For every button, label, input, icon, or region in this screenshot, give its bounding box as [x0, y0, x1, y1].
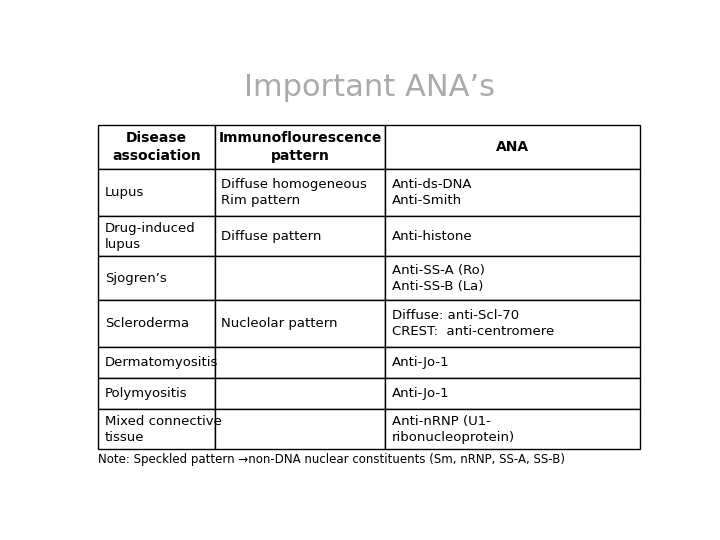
- Text: Diffuse homogeneous
Rim pattern: Diffuse homogeneous Rim pattern: [222, 178, 367, 207]
- Bar: [385, 216, 639, 256]
- Text: Important ANA’s: Important ANA’s: [243, 73, 495, 102]
- Bar: [385, 169, 639, 216]
- Bar: [99, 169, 215, 216]
- Text: Diffuse: anti-Scl-70
CREST:  anti-centromere: Diffuse: anti-Scl-70 CREST: anti-centrom…: [392, 309, 554, 338]
- Text: ANA: ANA: [496, 140, 529, 154]
- Bar: [99, 378, 215, 409]
- Text: Anti-nRNP (U1-
ribonucleoprotein): Anti-nRNP (U1- ribonucleoprotein): [392, 415, 515, 444]
- Text: Lupus: Lupus: [105, 186, 145, 199]
- Bar: [385, 125, 639, 169]
- Text: Note: Speckled pattern →non-DNA nuclear constituents (Sm, nRNP, SS-A, SS-B): Note: Speckled pattern →non-DNA nuclear …: [99, 453, 565, 465]
- Bar: [385, 409, 639, 449]
- Bar: [215, 169, 385, 216]
- Bar: [215, 216, 385, 256]
- Text: Anti-histone: Anti-histone: [392, 230, 472, 242]
- Text: Anti-SS-A (Ro)
Anti-SS-B (La): Anti-SS-A (Ro) Anti-SS-B (La): [392, 264, 485, 293]
- Text: Scleroderma: Scleroderma: [105, 317, 189, 330]
- Bar: [99, 256, 215, 300]
- Text: Nucleolar pattern: Nucleolar pattern: [222, 317, 338, 330]
- Text: Dermatomyositis: Dermatomyositis: [105, 356, 218, 369]
- Text: Disease
association: Disease association: [112, 131, 201, 163]
- Bar: [215, 300, 385, 347]
- Bar: [99, 409, 215, 449]
- Bar: [215, 409, 385, 449]
- Text: Anti-Jo-1: Anti-Jo-1: [392, 356, 449, 369]
- Text: Diffuse pattern: Diffuse pattern: [222, 230, 322, 242]
- Bar: [99, 216, 215, 256]
- Text: Mixed connective
tissue: Mixed connective tissue: [105, 415, 222, 444]
- Text: Anti-Jo-1: Anti-Jo-1: [392, 387, 449, 400]
- Text: Immunoflourescence
pattern: Immunoflourescence pattern: [218, 131, 382, 163]
- Bar: [385, 300, 639, 347]
- Bar: [385, 378, 639, 409]
- Bar: [99, 125, 215, 169]
- Bar: [99, 347, 215, 378]
- Text: Sjogren’s: Sjogren’s: [105, 272, 167, 285]
- Text: Anti-ds-DNA
Anti-Smith: Anti-ds-DNA Anti-Smith: [392, 178, 472, 207]
- Bar: [215, 125, 385, 169]
- Text: Drug-induced
lupus: Drug-induced lupus: [105, 222, 196, 251]
- Bar: [215, 378, 385, 409]
- Text: Polymyositis: Polymyositis: [105, 387, 188, 400]
- Bar: [385, 347, 639, 378]
- Bar: [99, 300, 215, 347]
- Bar: [215, 347, 385, 378]
- Bar: [385, 256, 639, 300]
- Bar: [215, 256, 385, 300]
